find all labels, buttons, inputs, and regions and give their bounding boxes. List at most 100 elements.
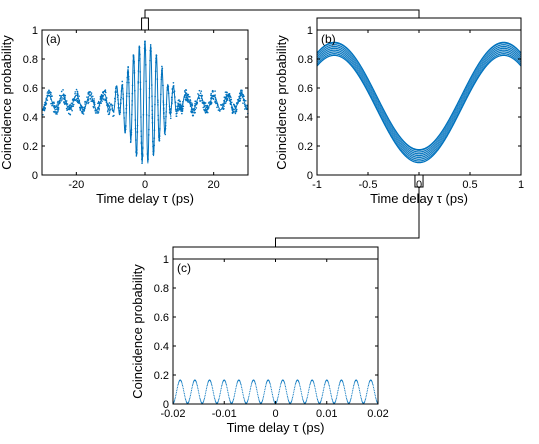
- series-a-point: [142, 113, 145, 116]
- series-c-point: [203, 397, 205, 399]
- series-a-point: [242, 99, 245, 102]
- y-tick-label: 0.2: [154, 370, 169, 382]
- series-a-point: [195, 103, 198, 106]
- series-a-point: [61, 99, 63, 101]
- series-a-point: [136, 124, 139, 127]
- series-a-point: [134, 119, 137, 121]
- series-c-point: [279, 385, 281, 387]
- series-c-point: [327, 381, 329, 383]
- series-c-point: [337, 389, 339, 392]
- series-c-point: [269, 383, 271, 385]
- series-c-point: [338, 385, 340, 387]
- series-a-point: [171, 92, 174, 94]
- series-a-point: [96, 107, 99, 109]
- series-c-point: [353, 382, 355, 384]
- series-c-point: [197, 388, 199, 390]
- series-c-point: [235, 386, 237, 388]
- y-tick-label: 0.4: [154, 341, 169, 353]
- series-c-point: [343, 386, 345, 388]
- series-c-point: [174, 398, 176, 400]
- series-a-point: [120, 90, 123, 92]
- series-c-point: [241, 387, 243, 389]
- series-a-point: [56, 111, 58, 114]
- series-a-point: [136, 149, 138, 151]
- series-c-point: [258, 399, 260, 401]
- series-a-point: [152, 140, 154, 143]
- series-c-point: [199, 399, 201, 401]
- series-a-point: [170, 96, 173, 99]
- series-c-point: [353, 385, 355, 387]
- panel-c-axes-frame: [172, 258, 379, 405]
- series-a-point: [98, 103, 101, 105]
- series-a-point: [186, 98, 189, 101]
- series-c-point: [284, 384, 286, 386]
- series-a-point: [144, 49, 147, 51]
- series-a-point: [198, 89, 201, 92]
- series-a-point: [126, 71, 129, 74]
- series-a-point: [63, 96, 66, 99]
- series-c-point: [356, 380, 358, 382]
- series-a-point: [67, 112, 70, 115]
- series-a-point: [45, 102, 47, 104]
- series-c-point: [351, 391, 353, 393]
- series-c-point: [257, 397, 259, 399]
- series-a-point: [57, 108, 60, 110]
- series-a-point: [92, 105, 95, 108]
- series-a-point: [94, 110, 97, 112]
- panel-c-ylabel: Coincidence probability: [130, 264, 145, 399]
- series-a-point: [56, 104, 58, 106]
- series-c-point: [298, 383, 300, 385]
- series-c-point: [373, 390, 375, 392]
- series-c-point: [198, 394, 200, 396]
- series-c-point: [200, 400, 202, 402]
- series-c-point: [175, 391, 177, 393]
- series-c-point: [366, 393, 368, 395]
- series-a-point: [150, 50, 152, 52]
- series-c-point: [344, 391, 346, 393]
- series-a-point: [164, 124, 167, 127]
- series-c-point: [358, 388, 360, 390]
- series-a-point: [201, 99, 203, 102]
- series-a-point: [64, 102, 67, 105]
- series-a-point: [49, 98, 52, 100]
- series-a-point: [185, 92, 188, 94]
- series-a-point: [65, 100, 68, 102]
- series-a-point: [153, 129, 156, 131]
- series-a-point: [79, 108, 82, 110]
- series-c-point: [226, 388, 228, 390]
- series-c-point: [286, 392, 288, 394]
- series-c-point: [276, 399, 278, 401]
- series-a-point: [189, 103, 192, 106]
- series-c-point: [277, 397, 279, 399]
- series-a-point: [116, 93, 119, 96]
- series-a-point: [195, 107, 198, 109]
- series-a-point: [97, 102, 100, 104]
- series-a-point: [225, 98, 227, 100]
- series-a-point: [117, 99, 119, 101]
- series-a-point: [239, 94, 242, 96]
- series-c-point: [329, 387, 331, 390]
- series-c-point: [212, 391, 214, 393]
- series-a-point: [232, 103, 235, 106]
- series-a-point: [148, 128, 150, 131]
- series-c-point: [360, 396, 362, 398]
- series-c-point: [221, 384, 223, 386]
- series-a-point: [74, 91, 77, 93]
- series-a-point: [172, 85, 175, 87]
- series-a-point: [205, 110, 208, 112]
- series-c-point: [273, 399, 275, 401]
- series-c-point: [290, 401, 292, 403]
- series-a-point: [63, 98, 66, 101]
- series-a-point: [77, 100, 80, 103]
- series-a-point: [132, 54, 135, 56]
- series-c-point: [235, 387, 237, 389]
- series-c-point: [184, 397, 186, 399]
- series-a-point: [54, 111, 56, 114]
- series-c-point: [314, 389, 317, 391]
- panel-c-ticks: -0.02 -0.01 0 0.01 0.02 0 0.2 0.4 0.6 0.8 1: [154, 254, 389, 420]
- series-c-point: [264, 387, 266, 389]
- series-a-point: [54, 106, 57, 109]
- series-a-point: [214, 94, 216, 96]
- series-a-point: [137, 70, 140, 72]
- series-c-point: [301, 395, 303, 398]
